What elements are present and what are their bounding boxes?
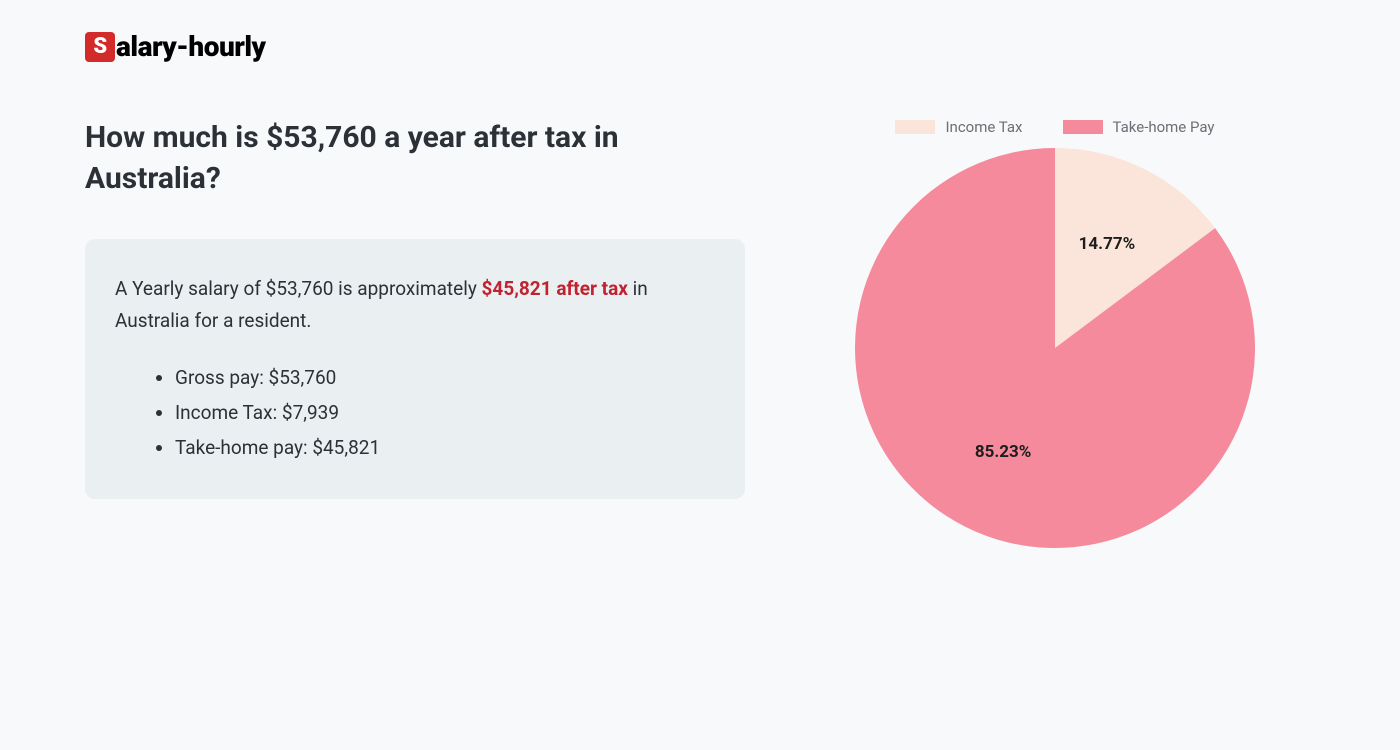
pie-chart: 14.77% 85.23% xyxy=(855,148,1255,548)
list-item: Income Tax: $7,939 xyxy=(175,395,711,430)
summary-text: A Yearly salary of $53,760 is approximat… xyxy=(115,273,711,338)
left-column: How much is $53,760 a year after tax in … xyxy=(85,118,745,499)
list-item: Gross pay: $53,760 xyxy=(175,360,711,395)
right-column: Income Tax Take-home Pay 14.77% 85.23% xyxy=(835,118,1275,548)
legend-item-take-home: Take-home Pay xyxy=(1063,118,1215,136)
legend-item-income-tax: Income Tax xyxy=(895,118,1022,136)
summary-box: A Yearly salary of $53,760 is approximat… xyxy=(85,239,745,499)
page-container: Salary-hourly How much is $53,760 a year… xyxy=(0,0,1400,750)
legend-label: Take-home Pay xyxy=(1113,118,1215,136)
logo-s-icon: S xyxy=(85,32,115,62)
page-title: How much is $53,760 a year after tax in … xyxy=(85,118,745,199)
breakdown-list: Gross pay: $53,760 Income Tax: $7,939 Ta… xyxy=(115,360,711,465)
legend-swatch xyxy=(895,120,935,134)
chart-legend: Income Tax Take-home Pay xyxy=(835,118,1275,136)
site-logo: Salary-hourly xyxy=(85,30,1315,63)
pie-slice-label: 14.77% xyxy=(1079,234,1136,254)
list-item: Take-home pay: $45,821 xyxy=(175,430,711,465)
legend-label: Income Tax xyxy=(945,118,1022,136)
pie-slice-label: 85.23% xyxy=(975,442,1032,462)
summary-highlight: $45,821 after tax xyxy=(482,277,628,300)
legend-swatch xyxy=(1063,120,1103,134)
content-row: How much is $53,760 a year after tax in … xyxy=(85,118,1315,548)
pie-svg xyxy=(855,148,1255,548)
summary-pre: A Yearly salary of $53,760 is approximat… xyxy=(115,277,482,300)
logo-text: alary-hourly xyxy=(116,30,266,63)
